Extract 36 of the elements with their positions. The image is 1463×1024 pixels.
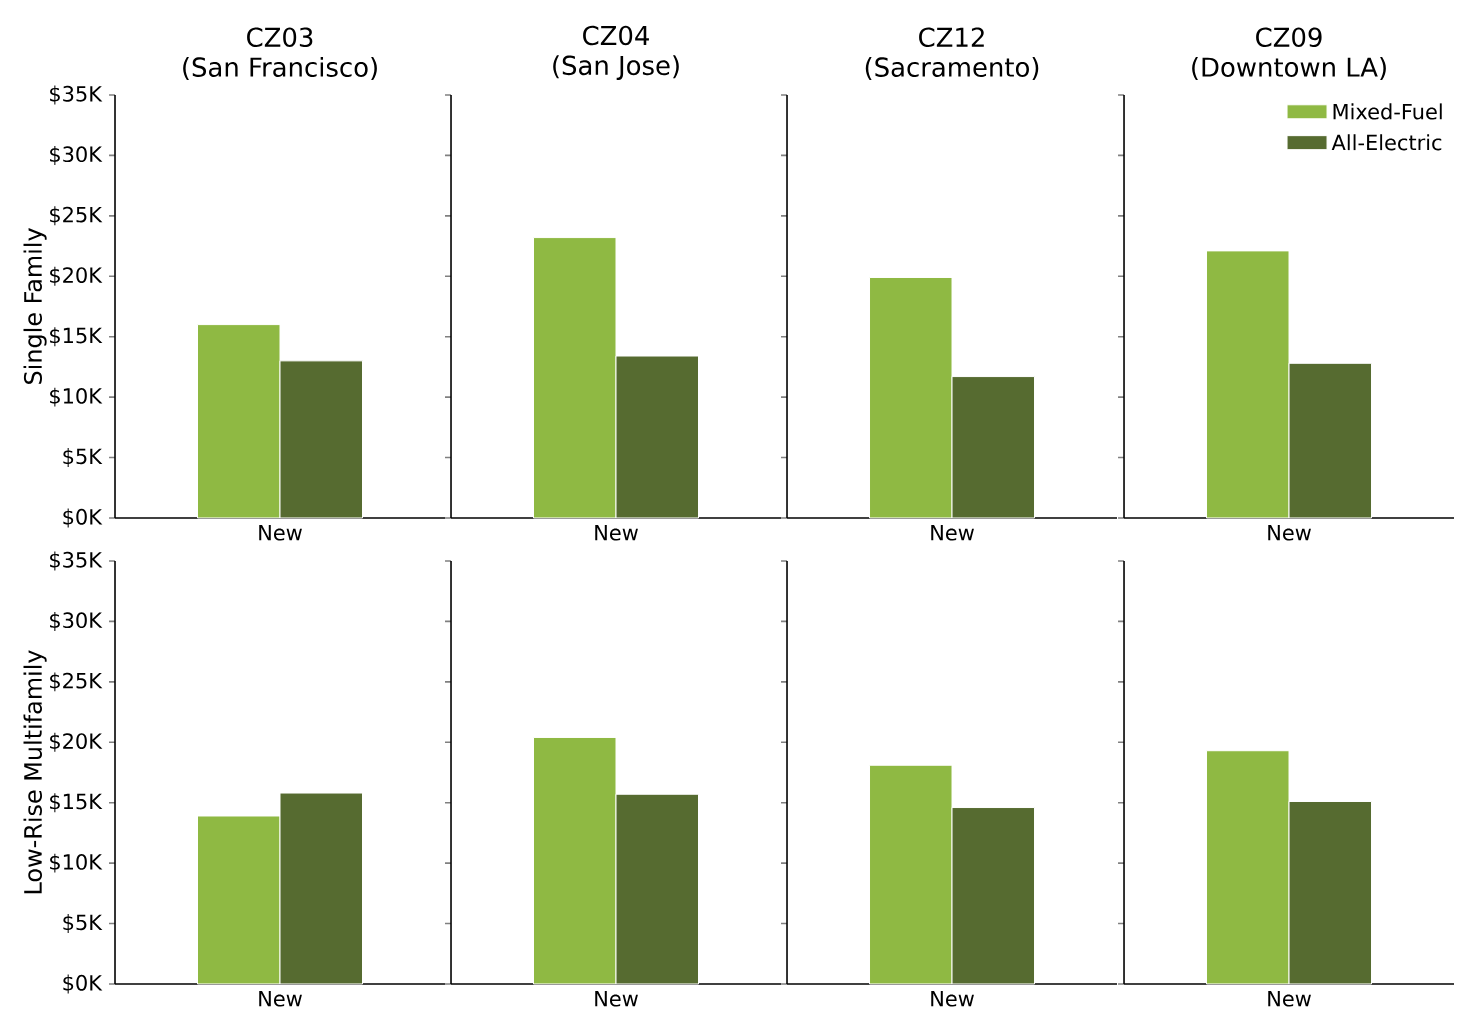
y-tick-label: $25K <box>50 206 103 226</box>
x-tick-label: New <box>1268 991 1311 1007</box>
chart-subtitle: (San Francisco) <box>183 56 377 80</box>
legend-label: All-Electric <box>1331 134 1442 151</box>
y-axis-title: Low-Rise Multifamily <box>23 650 47 894</box>
x-tick-label: New <box>259 991 302 1007</box>
y-tick-label: $0K <box>63 974 103 994</box>
y-tick-label: $20K <box>50 732 103 752</box>
y-tick-label: $5K <box>63 914 103 934</box>
y-tick-label: $35K <box>50 85 103 105</box>
y-tick-label: $25K <box>50 672 103 692</box>
chart-subtitle: (Downtown LA) <box>1192 56 1386 80</box>
x-tick-label: New <box>931 991 974 1007</box>
y-tick-label: $30K <box>50 145 103 165</box>
y-tick-label: $30K <box>50 611 103 631</box>
x-tick-label: New <box>595 525 638 541</box>
y-tick-label: $15K <box>50 793 103 813</box>
x-tick-label: New <box>259 525 302 541</box>
y-tick-label: $15K <box>50 327 103 347</box>
chart-subtitle: (San Jose) <box>553 55 679 80</box>
y-tick-label: $10K <box>50 853 103 873</box>
legend-label: Mixed-Fuel <box>1333 103 1442 120</box>
x-tick-label: New <box>931 525 974 541</box>
y-tick-label: $20K <box>50 266 103 286</box>
chart-title: CZ09 <box>1256 27 1322 48</box>
y-tick-label: $0K <box>63 508 103 528</box>
x-tick-label: New <box>1268 525 1311 541</box>
y-tick-label: $35K <box>50 551 103 571</box>
chart-title: CZ12 <box>919 27 984 48</box>
y-tick-label: $10K <box>50 387 103 407</box>
chart-title: CZ03 <box>247 27 313 48</box>
y-tick-label: $5K <box>63 448 103 468</box>
chart-title: CZ04 <box>583 25 649 46</box>
x-tick-label: New <box>595 991 638 1007</box>
chart-subtitle: (Sacramento) <box>865 56 1039 80</box>
y-axis-title: Single Family <box>23 228 47 384</box>
